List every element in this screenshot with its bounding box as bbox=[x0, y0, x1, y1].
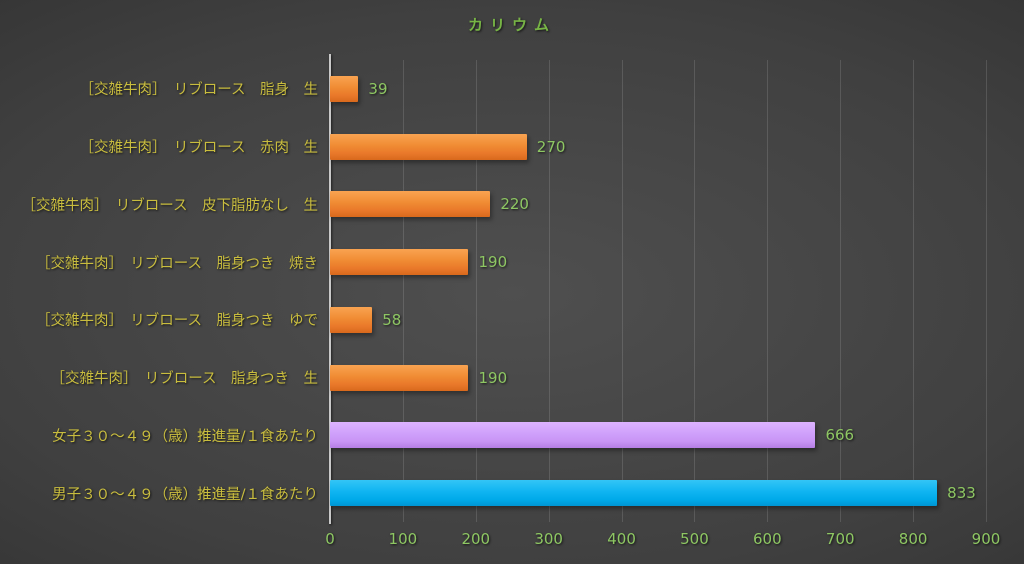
x-tick-label: 300 bbox=[534, 530, 563, 548]
category-label: 女子３０～４９（歳）推進量/１食あたり bbox=[52, 428, 318, 445]
gridline-600 bbox=[767, 60, 769, 522]
bar-orange bbox=[330, 306, 373, 333]
x-tick-label: 700 bbox=[825, 530, 855, 548]
x-tick-label: 800 bbox=[898, 530, 928, 548]
bar-orange bbox=[330, 364, 469, 391]
bar-orange bbox=[330, 249, 469, 276]
bar-row: 833 bbox=[330, 464, 986, 522]
gridline-700 bbox=[840, 60, 842, 522]
bar-row: 58 bbox=[330, 291, 986, 349]
x-tick-label: 900 bbox=[971, 530, 1001, 548]
plot-area: ［交雑牛肉］ リブロース 脂身 生 ［交雑牛肉］ リブロース 赤肉 生 ［交雑牛肉］… bbox=[21, 54, 987, 524]
x-tick-label: 600 bbox=[753, 530, 782, 548]
category-label: 男子３０～４９（歳）推進量/１食あたり bbox=[52, 486, 318, 503]
category-label: ［交雑牛肉］ リブロース 脂身つき ゆで bbox=[35, 313, 318, 330]
value-label: 190 bbox=[478, 253, 508, 272]
category-labels: ［交雑牛肉］ リブロース 脂身 生 ［交雑牛肉］ リブロース 赤肉 生 ［交雑牛肉］… bbox=[0, 60, 318, 522]
bar-orange bbox=[330, 75, 359, 102]
category-label: ［交雑牛肉］ リブロース 赤肉 生 bbox=[79, 140, 318, 157]
x-tick-label: 400 bbox=[607, 530, 636, 548]
value-label: 270 bbox=[536, 137, 566, 156]
y-axis-line bbox=[329, 54, 331, 524]
gridline-200 bbox=[475, 60, 477, 522]
bar-row: 39 bbox=[330, 60, 986, 118]
chart-title: カリウム bbox=[467, 16, 556, 34]
category-label: ［交雑牛肉］ リブロース 脂身つき 焼き bbox=[35, 255, 318, 272]
gridline-300 bbox=[548, 60, 550, 522]
x-tick-label: 0 bbox=[325, 530, 335, 548]
bar-row: 220 bbox=[330, 176, 986, 234]
bar-row: 190 bbox=[330, 233, 986, 291]
value-label: 666 bbox=[825, 426, 855, 445]
gridline-900 bbox=[986, 60, 987, 522]
x-tick-label: 100 bbox=[388, 530, 418, 548]
bar-orange bbox=[330, 133, 527, 160]
category-label: ［交雑牛肉］ リブロース 脂身 生 bbox=[79, 82, 318, 99]
category-label: ［交雑牛肉］ リブロース 皮下脂肪なし 生 bbox=[21, 197, 318, 214]
bar-row: 666 bbox=[330, 407, 986, 465]
bar-rows: 39 270 220 190 58 190 666 833 bbox=[330, 60, 986, 522]
bar-row: 190 bbox=[330, 349, 986, 407]
category-label: ［交雑牛肉］ リブロース 脂身つき 生 bbox=[50, 371, 318, 388]
gridline-400 bbox=[621, 60, 623, 522]
x-axis: 0 100 200 300 400 500 600 700 800 900 bbox=[325, 530, 1000, 554]
value-label: 39 bbox=[368, 79, 388, 98]
bar-orange bbox=[330, 191, 491, 218]
x-tick-label: 500 bbox=[680, 530, 709, 548]
x-tick-label: 200 bbox=[461, 530, 491, 548]
value-label: 833 bbox=[947, 484, 976, 503]
value-label: 220 bbox=[500, 195, 529, 214]
value-label: 58 bbox=[382, 310, 402, 329]
gridline-100 bbox=[402, 60, 404, 522]
bar-row: 270 bbox=[330, 118, 986, 176]
gridline-500 bbox=[694, 60, 696, 522]
bar-cyan bbox=[330, 480, 938, 507]
value-label: 190 bbox=[478, 368, 508, 387]
bar-purple bbox=[330, 422, 816, 449]
gridline-800 bbox=[913, 60, 915, 522]
